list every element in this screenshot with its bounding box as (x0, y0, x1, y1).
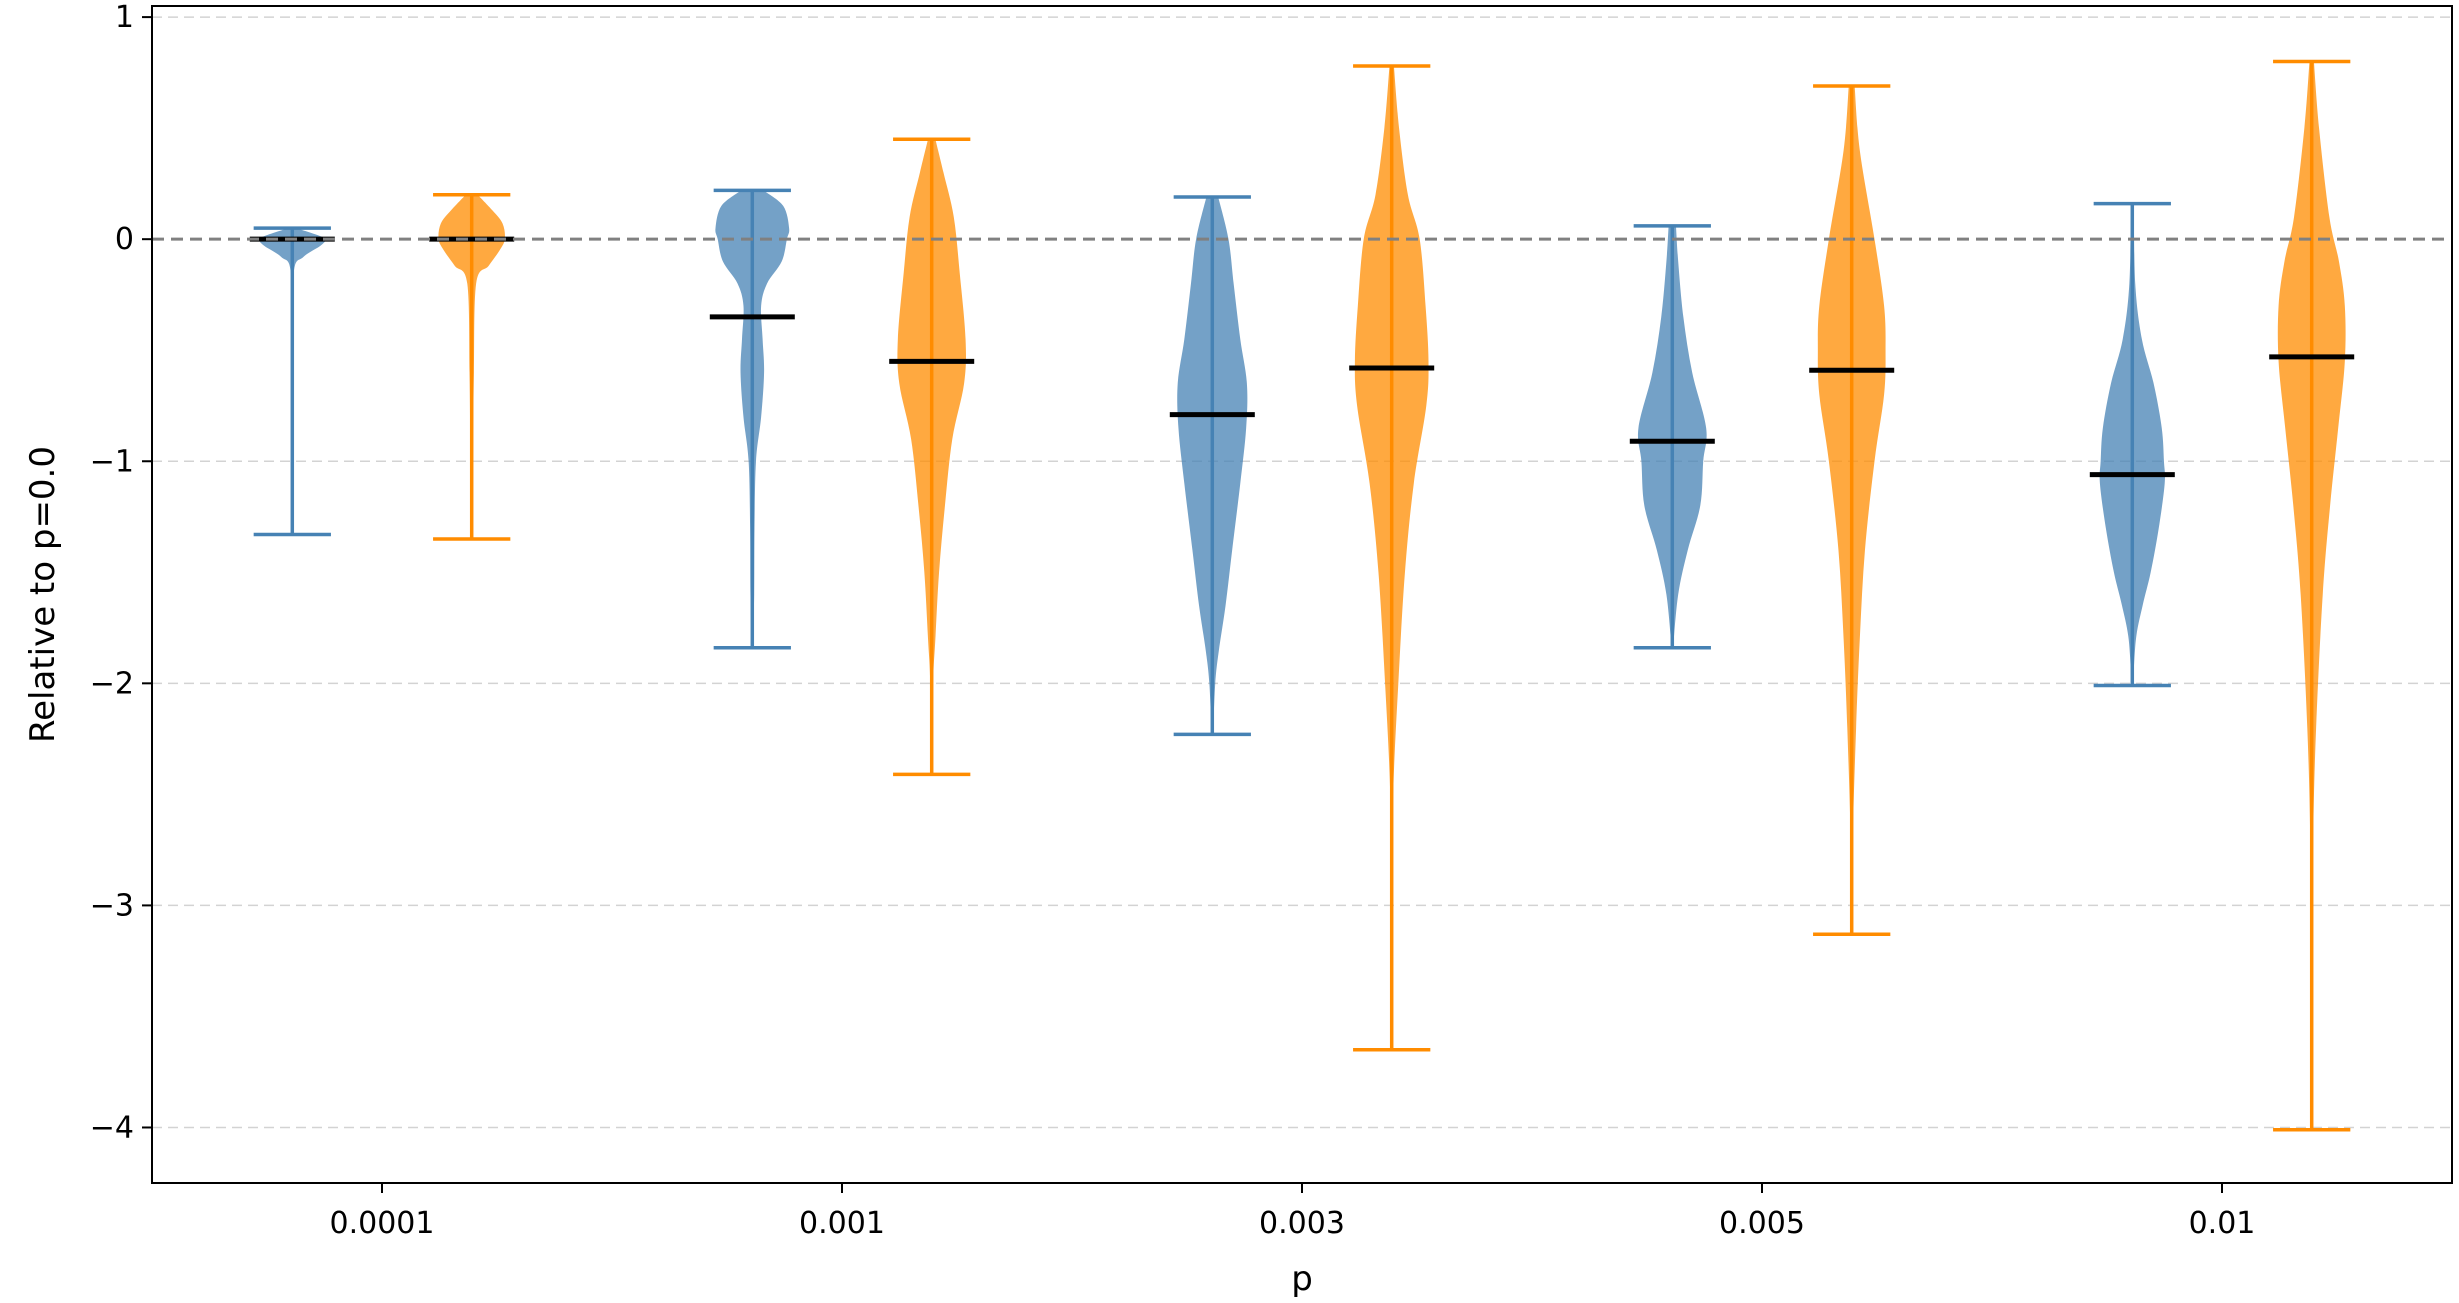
violin-stat-lines (152, 59, 2452, 1132)
y-tick-label: −2 (90, 666, 134, 701)
y-tick-label: −3 (90, 888, 134, 923)
x-tick-label: 0.01 (2189, 1206, 2256, 1241)
x-tick-label: 0.001 (799, 1206, 885, 1241)
x-tick-label: 0.005 (1719, 1206, 1805, 1241)
y-tick-label: −1 (90, 444, 134, 479)
y-axis-label: Relative to p=0.0 (23, 446, 63, 743)
x-tick-label: 0.003 (1259, 1206, 1345, 1241)
x-tick-label: 0.0001 (330, 1206, 435, 1241)
y-tick-label: 0 (115, 222, 134, 257)
x-axis-label: p (1291, 1259, 1313, 1299)
y-tick-label: 1 (115, 0, 134, 35)
axis-ticks: 1 0 −1 −2 −3 −4 0.0001 0.001 0.003 0.005 0.01 (90, 0, 2256, 1241)
y-tick-label: −4 (90, 1110, 134, 1145)
